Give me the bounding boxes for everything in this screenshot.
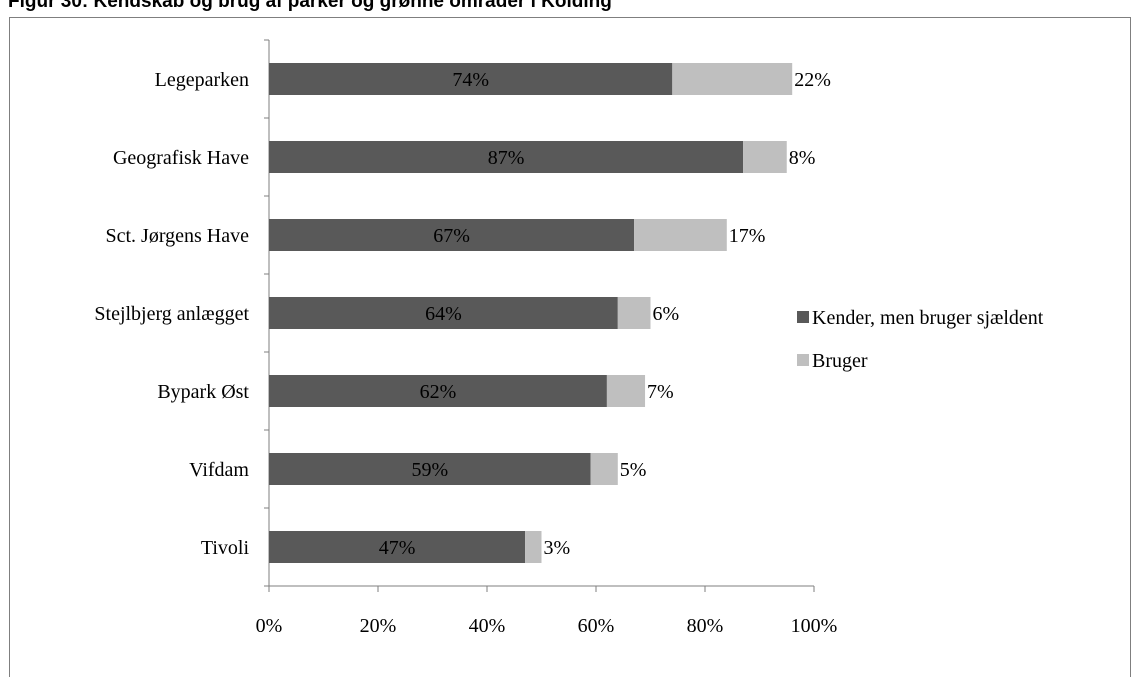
data-label-bruger: 7% <box>647 381 674 403</box>
bar-bruger-segment <box>617 297 651 329</box>
chart-frame <box>9 17 1131 677</box>
category-label: Geografisk Have <box>113 147 249 169</box>
bar-bruger-segment <box>672 63 793 95</box>
category-label: Sct. Jørgens Have <box>106 225 250 247</box>
data-label-bruger: 8% <box>789 147 816 169</box>
figure-title: Figur 30: Kendskab og brug af parker og … <box>8 0 612 12</box>
data-label-kender: 87% <box>488 147 525 169</box>
bar-kender-segment <box>269 219 635 251</box>
data-label-bruger: 22% <box>794 69 831 91</box>
legend-swatch <box>797 354 809 366</box>
data-label-kender: 47% <box>379 537 416 559</box>
data-label-kender: 59% <box>411 459 448 481</box>
bar-kender-segment <box>269 453 591 485</box>
category-label: Vifdam <box>189 459 249 481</box>
tick-labels: 0% 20% 40% 60% 80% 100% Legeparken Geografisk H… <box>94 69 837 637</box>
legend-label: Kender, men bruger sjældent <box>812 307 1044 329</box>
data-label-kender: 62% <box>420 381 457 403</box>
category-label: Legeparken <box>155 69 249 91</box>
bar-kender-segment <box>269 375 607 407</box>
data-labels: 74% 22% 87% 8% 67% 17% 64% 6% 62% 7% 59% 5% 47% 3% <box>379 69 831 559</box>
data-label-bruger: 17% <box>729 225 766 247</box>
x-tick-label: 100% <box>791 615 838 637</box>
bar-kender-segment <box>269 141 744 173</box>
bar-bruger-segment <box>743 141 787 173</box>
legend: Kender, men bruger sjældent Bruger <box>797 307 1044 372</box>
x-tick-label: 0% <box>256 615 283 637</box>
x-tick-label: 80% <box>687 615 724 637</box>
bar-bruger-segment <box>590 453 618 485</box>
bar-kender-segment <box>269 63 673 95</box>
data-label-bruger: 6% <box>653 303 680 325</box>
x-tick-label: 60% <box>578 615 615 637</box>
legend-label: Bruger <box>812 350 868 372</box>
bar-bruger-segment <box>525 531 542 563</box>
bar-bruger-segment <box>606 375 646 407</box>
x-tick-label: 20% <box>360 615 397 637</box>
category-label: Stejlbjerg anlægget <box>94 303 249 325</box>
category-label: Tivoli <box>201 537 250 559</box>
bar-kender-segment <box>269 297 618 329</box>
x-tick-label: 40% <box>469 615 506 637</box>
category-label: Bypark Øst <box>157 381 249 403</box>
legend-swatch <box>797 311 809 323</box>
data-label-bruger: 5% <box>620 459 647 481</box>
bars <box>269 63 793 563</box>
data-label-bruger: 3% <box>544 537 571 559</box>
bar-kender-segment <box>269 531 526 563</box>
data-label-kender: 67% <box>433 225 470 247</box>
data-label-kender: 64% <box>425 303 462 325</box>
bar-bruger-segment <box>634 219 727 251</box>
data-label-kender: 74% <box>452 69 489 91</box>
